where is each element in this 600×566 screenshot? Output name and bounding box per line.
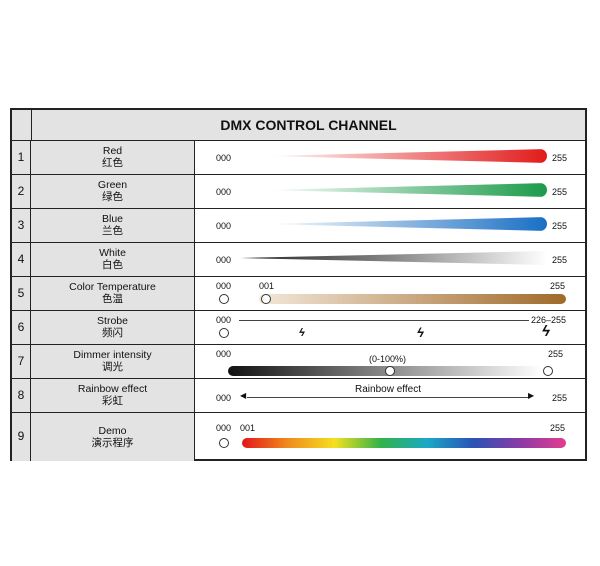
label-zh: 绿色 [102, 191, 123, 203]
min-value: 000 [216, 315, 232, 325]
label-zh: 兰色 [102, 225, 123, 237]
row-value: 000 (0-100%) 255 [195, 345, 585, 378]
max-value: 255 [552, 221, 568, 231]
max-value: 255 [552, 393, 568, 403]
row-label: Color Temperature 色温 [31, 277, 195, 310]
max-value: 255 [552, 187, 568, 197]
off-position-marker [219, 328, 229, 338]
label-zh: 白色 [102, 259, 123, 271]
row-label: Green 绿色 [31, 175, 195, 208]
label-en: Demo [98, 425, 127, 437]
lightning-medium-icon: ϟ [417, 325, 424, 340]
effect-label: Rainbow effect [355, 384, 421, 395]
row-label: Dimmer intensity 调光 [31, 345, 195, 378]
row-value: 000 226–255 ϟ ϟ ϟ [195, 311, 585, 344]
row-label: White 白色 [31, 243, 195, 276]
max-value: 255 [552, 153, 568, 163]
label-en: Strobe [97, 315, 128, 327]
dmx-table: DMX CONTROL CHANNEL 1 Red 红色 000 255 2 G… [10, 108, 587, 461]
mid-position-marker [385, 366, 395, 376]
label-zh: 演示程序 [91, 437, 134, 449]
min-value: 000 [216, 281, 232, 291]
color-temperature-bar [259, 294, 566, 304]
table-row-color-temperature: 5 Color Temperature 色温 000 001 255 [12, 276, 585, 310]
label-en: Blue [101, 213, 123, 225]
effect-range-line [247, 397, 529, 398]
row-value: 000 255 [195, 141, 585, 174]
label-zh: 频闪 [102, 327, 123, 339]
table-row-dimmer: 7 Dimmer intensity 调光 000 (0-100%) 255 [12, 344, 585, 378]
row-number: 3 [12, 209, 31, 242]
table-row-demo: 9 Demo 演示程序 000 001 255 [12, 412, 585, 461]
row-number: 5 [12, 277, 31, 310]
arrow-left-icon: ◀ [240, 391, 247, 400]
table-row-red: 1 Red 红色 000 255 [12, 140, 585, 174]
label-en: Green [97, 179, 128, 191]
off-position-marker [219, 438, 229, 448]
row-number: 7 [12, 345, 31, 378]
min-value: 000 [216, 393, 232, 403]
min-value: 000 [216, 153, 232, 163]
row-number: 2 [12, 175, 31, 208]
row-label: Strobe 频闪 [31, 311, 195, 344]
table-title: DMX CONTROL CHANNEL [220, 117, 397, 133]
lightning-fast-icon: ϟ [542, 323, 550, 340]
strobe-range-line [239, 320, 529, 321]
row-number: 1 [12, 141, 31, 174]
range-label: (0-100%) [369, 354, 407, 364]
row-number: 9 [12, 413, 31, 461]
label-zh: 彩虹 [102, 395, 123, 407]
table-row-white: 4 White 白色 000 255 [12, 242, 585, 276]
arrow-right-icon: ▶ [528, 391, 535, 400]
lightning-slow-icon: ϟ [299, 327, 305, 339]
row-value: 000 255 [195, 175, 585, 208]
row-label: Demo 演示程序 [31, 413, 195, 461]
start-value: 001 [259, 281, 275, 291]
off-position-marker [219, 294, 229, 304]
start-value: 001 [240, 423, 256, 433]
label-zh: 调光 [102, 361, 123, 373]
table-row-rainbow: 8 Rainbow effect 彩虹 000 Rainbow effect ◀… [12, 378, 585, 412]
row-label: Blue 兰色 [31, 209, 195, 242]
row-number: 8 [12, 379, 31, 412]
table-row-strobe: 6 Strobe 频闪 000 226–255 ϟ ϟ ϟ [12, 310, 585, 344]
label-en: Dimmer intensity [73, 349, 152, 361]
max-value: 255 [550, 281, 566, 291]
start-position-marker [261, 294, 271, 304]
row-value: 000 Rainbow effect ◀ ▶ 255 [195, 379, 585, 412]
max-value: 255 [550, 423, 566, 433]
max-position-marker [543, 366, 553, 376]
header-divider [31, 110, 32, 140]
demo-rainbow-bar [242, 438, 566, 448]
min-value: 000 [216, 423, 232, 433]
label-zh: 色温 [102, 293, 123, 305]
max-value: 226–255 [531, 315, 567, 325]
max-value: 255 [552, 255, 568, 265]
blue-wedge-bar [265, 217, 547, 231]
row-label: Rainbow effect 彩虹 [31, 379, 195, 412]
label-en: Color Temperature [69, 281, 156, 293]
min-value: 000 [216, 255, 232, 265]
min-value: 000 [216, 221, 232, 231]
min-value: 000 [216, 187, 232, 197]
row-value: 000 255 [195, 243, 585, 276]
red-wedge-bar [265, 149, 547, 163]
row-value: 000 001 255 [195, 277, 585, 310]
min-value: 000 [216, 349, 232, 359]
table-row-blue: 3 Blue 兰色 000 255 [12, 208, 585, 242]
table-header: DMX CONTROL CHANNEL [12, 110, 585, 141]
max-value: 255 [548, 349, 564, 359]
table-row-green: 2 Green 绿色 000 255 [12, 174, 585, 208]
label-en: Red [102, 145, 123, 157]
row-number: 4 [12, 243, 31, 276]
row-value: 000 001 255 [195, 413, 585, 461]
label-en: White [99, 247, 126, 259]
white-wedge-bar [240, 251, 547, 265]
green-wedge-bar [265, 183, 547, 197]
row-value: 000 255 [195, 209, 585, 242]
label-en: Rainbow effect [77, 383, 148, 395]
label-zh: 红色 [102, 157, 123, 169]
row-label: Red 红色 [31, 141, 195, 174]
row-number: 6 [12, 311, 31, 344]
